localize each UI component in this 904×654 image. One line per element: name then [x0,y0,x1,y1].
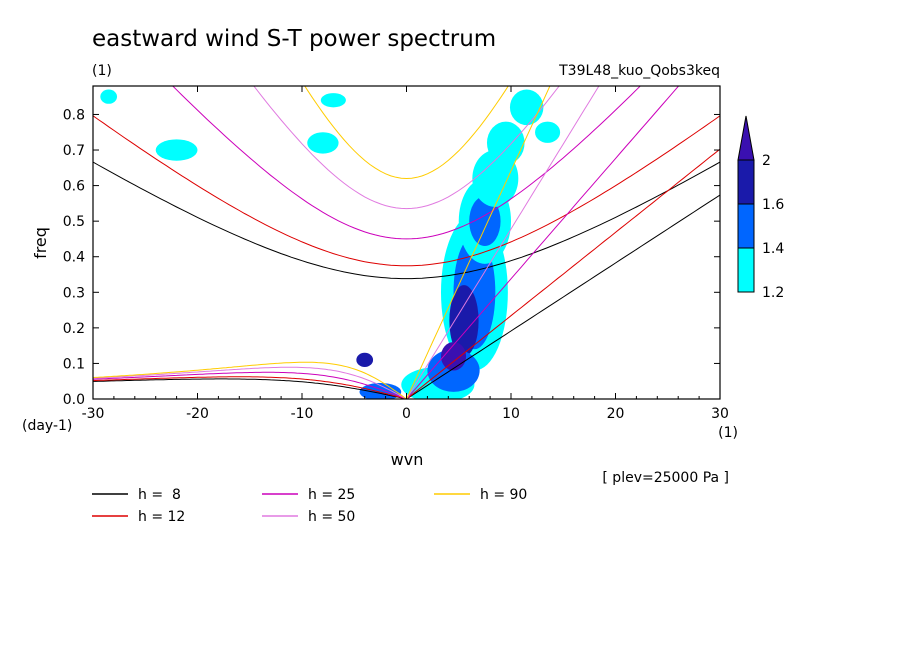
inertia-gravity-curve-h90 [304,86,509,180]
power-region-4 [469,196,501,247]
x-axis-label: wvn [391,450,424,469]
colorbar-segment-0 [737,247,755,293]
kelvin-curve-h12 [406,148,720,399]
y-unit-label: (day-1) [22,418,72,434]
inertia-gravity-curve-h12 [93,115,720,267]
power-region-17 [535,121,561,143]
chart-title: eastward wind S-T power spectrum [92,26,496,52]
power-region-16 [100,89,118,104]
colorbar-segment-1 [737,203,755,249]
power-region-2 [449,285,479,357]
legend-label-h8: h = 8 [138,487,181,503]
y-axis-label: freq [31,227,50,259]
power-region-7 [509,89,544,126]
plot-frame [92,85,721,400]
power-region-10 [440,342,467,371]
y-tick-label: 0.1 [63,356,85,372]
x-tick-label: 30 [711,406,729,422]
power-region-15 [320,93,346,108]
y-tick-label: 0.2 [63,321,85,337]
power-region-5 [472,150,519,207]
colorbar-segment-2 [737,159,755,205]
colorbar-extend-arrow [737,115,755,161]
legend-label-h25: h = 25 [308,487,355,503]
colorbar-label: 1.2 [762,285,784,301]
plev-annotation: [ plev=25000 Pa ] [602,470,729,486]
colorbar-label: 1.4 [762,241,784,257]
y-tick-label: 0.7 [63,143,85,159]
rossby-curve-h50 [93,366,407,399]
legend: h = 8 h = 12 h = 25 h = 50 h = 90 [92,487,527,525]
x-tick-label: 0 [402,406,411,422]
y-tick-label: 0.8 [63,107,85,123]
kelvin-curve-h90 [406,86,551,399]
x-tick-label: -10 [291,406,314,422]
x-tick-label: 20 [607,406,625,422]
x-tick-label: -30 [82,406,105,422]
inertia-gravity-curve-h50 [253,86,560,210]
y-tick-label: 0.4 [63,250,85,266]
colorbar: 1.2 1.4 1.6 2 [737,115,784,301]
inertia-gravity-curve-h25 [172,86,641,240]
power-region-12 [356,352,374,367]
y-tick-label: 0.6 [63,179,85,195]
x-tick-label: -20 [186,406,209,422]
rossby-curve-h90 [93,361,407,399]
power-region-6 [486,121,525,165]
chart-left-subtitle: (1) [92,63,112,79]
kelvin-curve-h8 [406,194,720,399]
kelvin-curve-h50 [406,86,600,399]
legend-label-h12: h = 12 [138,509,185,525]
power-region-14 [307,132,339,154]
rossby-curve-h25 [93,371,407,399]
axis-ticks: -30 -20 -10 0 10 20 30 0.0 0.1 0.2 0.3 0.4 0.5 0.6 0.7… [63,86,729,422]
kelvin-curve-h25 [406,86,680,399]
colorbar-label: 1.6 [762,197,784,213]
y-tick-label: 0.3 [63,285,85,301]
rossby-curve-h12 [93,376,407,399]
y-tick-label: 0.0 [63,392,85,408]
rossby-curve-h8 [93,378,407,399]
x-tick-label: 10 [502,406,520,422]
x-unit-label: (1) [718,425,738,441]
dispersion-curves [93,86,720,399]
inertia-gravity-curve-h8 [93,161,720,280]
chart-right-subtitle: T39L48_kuo_Qobs3keq [558,63,720,79]
legend-label-h90: h = 90 [480,487,527,503]
power-region-13 [155,139,198,161]
power-shading [100,89,561,399]
legend-label-h50: h = 50 [308,509,355,525]
colorbar-label: 2 [762,153,771,169]
y-tick-label: 0.5 [63,214,85,230]
